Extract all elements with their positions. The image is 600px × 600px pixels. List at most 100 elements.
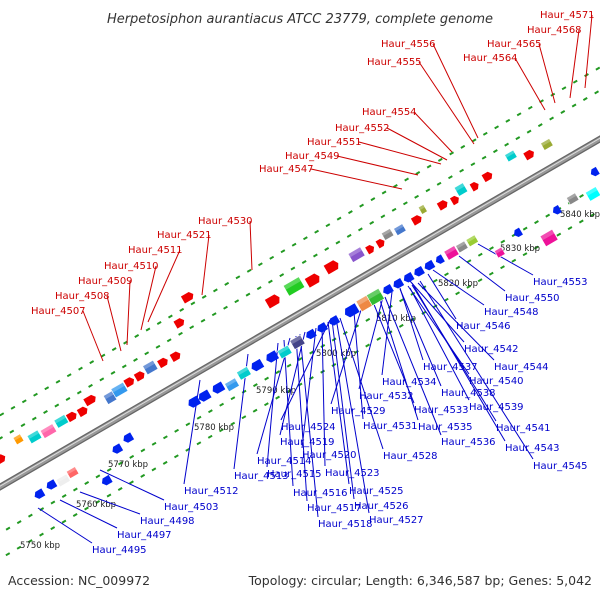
tick-dot bbox=[567, 226, 573, 231]
gene-arrow-reverse bbox=[435, 254, 445, 264]
tick-dot bbox=[106, 467, 112, 472]
gene-label[interactable]: Haur_4551 bbox=[307, 137, 362, 148]
tick-dot bbox=[297, 357, 303, 361]
gene-label[interactable]: Haur_4552 bbox=[335, 123, 390, 134]
gene-label[interactable]: Haur_4521 bbox=[157, 230, 212, 241]
gene-label[interactable]: Haur_4538 bbox=[441, 388, 496, 399]
gene-feature bbox=[365, 287, 385, 307]
gene-arrow-forward bbox=[169, 351, 181, 362]
gene-feature bbox=[514, 227, 523, 238]
gene-arrow-reverse bbox=[123, 432, 135, 443]
gene-label[interactable]: Haur_4503 bbox=[164, 502, 219, 513]
gene-label[interactable]: Haur_4516 bbox=[293, 488, 348, 499]
tick-dot bbox=[5, 552, 11, 557]
gene-label[interactable]: Haur_4548 bbox=[484, 307, 539, 318]
gene-label[interactable]: Haur_4544 bbox=[494, 362, 549, 373]
gene-label[interactable]: Haur_4497 bbox=[117, 530, 172, 541]
gene-label[interactable]: Haur_4495 bbox=[92, 545, 147, 556]
gene-label[interactable]: Haur_4508 bbox=[55, 291, 110, 302]
tick-dot bbox=[572, 79, 578, 84]
tick-dot bbox=[121, 364, 127, 369]
gene-label[interactable]: Haur_4519 bbox=[280, 437, 335, 448]
tick-dot bbox=[129, 480, 134, 485]
tick-dot bbox=[196, 415, 202, 420]
gene-label[interactable]: Haur_4536 bbox=[441, 437, 496, 448]
gene-label[interactable]: Haur_4540 bbox=[469, 376, 524, 387]
gene-box-shine bbox=[110, 382, 125, 393]
gene-label[interactable]: Haur_4529 bbox=[331, 406, 386, 417]
tick-dot bbox=[50, 500, 56, 505]
leader-line bbox=[59, 499, 118, 529]
gene-label[interactable]: Haur_4527 bbox=[369, 515, 424, 526]
gene-box-shine bbox=[381, 228, 392, 237]
gene-label[interactable]: Haur_4549 bbox=[285, 151, 340, 162]
gene-label[interactable]: Haur_4528 bbox=[383, 451, 438, 462]
gene-feature bbox=[251, 358, 265, 372]
gene-feature bbox=[317, 322, 329, 333]
gene-label[interactable]: Haur_4541 bbox=[496, 423, 551, 434]
gene-feature bbox=[83, 394, 96, 407]
gene-label[interactable]: Haur_4565 bbox=[487, 39, 542, 50]
gene-arrow-forward bbox=[76, 406, 88, 418]
gene-label[interactable]: Haur_4513 bbox=[234, 471, 289, 482]
gene-label[interactable]: Haur_4518 bbox=[318, 519, 373, 530]
gene-label[interactable]: Haur_4515 bbox=[267, 469, 322, 480]
gene-label[interactable]: Haur_4530 bbox=[198, 216, 253, 227]
tick-label: 5810 kbp bbox=[376, 314, 416, 324]
gene-label[interactable]: Haur_4514 bbox=[257, 456, 312, 467]
tick-dot bbox=[370, 197, 376, 202]
tick-label: 5790 kbp bbox=[256, 386, 296, 396]
tick-dot bbox=[455, 265, 461, 270]
gene-feature bbox=[365, 244, 375, 255]
leader-line bbox=[432, 269, 485, 306]
gene-label[interactable]: Haur_4539 bbox=[469, 402, 524, 413]
gene-label[interactable]: Haur_4512 bbox=[184, 486, 239, 497]
gene-labels[interactable]: Haur_4571 Haur_4568 Haur_4565 Haur_4564 Haur… bbox=[31, 10, 595, 556]
gene-label[interactable]: Haur_4547 bbox=[259, 164, 314, 175]
gene-label[interactable]: Haur_4543 bbox=[505, 443, 560, 454]
gene-label[interactable]: Haur_4554 bbox=[362, 107, 417, 118]
gene-feature bbox=[393, 278, 405, 289]
gene-box bbox=[276, 344, 293, 360]
tick-dot bbox=[455, 291, 461, 296]
gene-label[interactable]: Haur_4535 bbox=[418, 422, 473, 433]
gene-label[interactable]: Haur_4537 bbox=[423, 362, 478, 373]
gene-arrow-forward bbox=[449, 195, 459, 206]
tick-dot bbox=[437, 157, 443, 162]
gene-feature bbox=[188, 395, 202, 408]
gene-label[interactable]: Haur_4507 bbox=[31, 306, 86, 317]
gene-label[interactable]: Haur_4498 bbox=[140, 516, 195, 527]
gene-box bbox=[224, 377, 240, 393]
gene-label[interactable]: Haur_4520 bbox=[302, 450, 357, 461]
gene-label[interactable]: Haur_4545 bbox=[533, 461, 588, 472]
tick-dot bbox=[5, 526, 11, 531]
gene-label[interactable]: Haur_4550 bbox=[505, 293, 560, 304]
gene-label[interactable]: Haur_4523 bbox=[325, 468, 380, 479]
tick-dot bbox=[426, 164, 432, 169]
gene-label[interactable]: Haur_4542 bbox=[464, 344, 519, 355]
gene-label[interactable]: Haur_4531 bbox=[363, 421, 418, 432]
gene-label[interactable]: Haur_4509 bbox=[78, 276, 133, 287]
gene-arrow-forward bbox=[375, 238, 385, 249]
gene-label[interactable]: Haur_4533 bbox=[414, 405, 469, 416]
tick-dot bbox=[61, 519, 67, 524]
gene-label[interactable]: Haur_4556 bbox=[381, 39, 436, 50]
gene-label[interactable]: Haur_4525 bbox=[349, 486, 404, 497]
gene-label[interactable]: Haur_4517 bbox=[307, 503, 362, 514]
gene-label[interactable]: Haur_4546 bbox=[456, 321, 511, 332]
gene-label[interactable]: Haur_4555 bbox=[367, 57, 422, 68]
gene-label[interactable]: Haur_4524 bbox=[281, 422, 336, 433]
gene-feature bbox=[453, 182, 469, 197]
gene-label[interactable]: Haur_4534 bbox=[382, 377, 437, 388]
gene-label[interactable]: Haur_4526 bbox=[354, 501, 409, 512]
gene-label[interactable]: Haur_4564 bbox=[463, 53, 518, 64]
gene-label[interactable]: Haur_4511 bbox=[128, 245, 183, 256]
tick-dot bbox=[425, 188, 431, 193]
gene-label[interactable]: Haur_4568 bbox=[527, 25, 582, 36]
gene-label[interactable]: Haur_4532 bbox=[359, 391, 414, 402]
gene-label[interactable]: Haur_4510 bbox=[104, 261, 159, 272]
gene-label[interactable]: Haur_4571 bbox=[540, 10, 595, 21]
gene-feature bbox=[504, 149, 518, 163]
leader-line bbox=[399, 288, 442, 387]
gene-label[interactable]: Haur_4553 bbox=[533, 277, 588, 288]
